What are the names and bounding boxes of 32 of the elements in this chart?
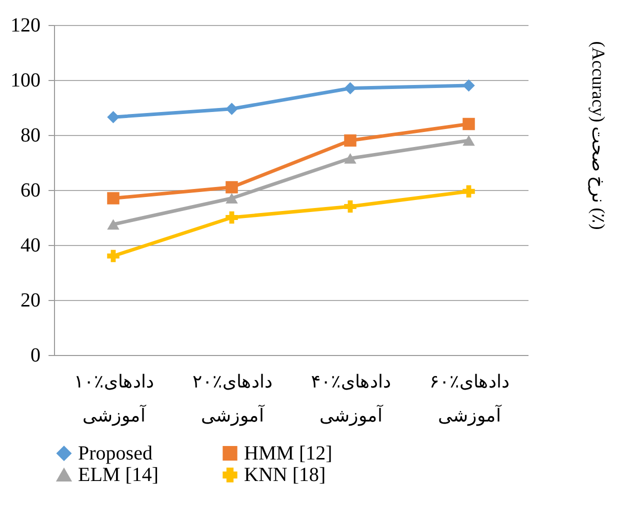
point bbox=[462, 135, 475, 146]
point bbox=[462, 185, 475, 198]
point bbox=[344, 200, 356, 213]
y-tick-label: 40 bbox=[20, 234, 40, 256]
y-tick-label: 120 bbox=[10, 14, 40, 36]
y-tick-label: 20 bbox=[20, 290, 40, 312]
point bbox=[226, 211, 238, 224]
x-tick-label: ۶۰٪دادهای آموزشی bbox=[429, 372, 510, 426]
legend-label: KNN [18] bbox=[244, 464, 326, 486]
point bbox=[107, 250, 120, 262]
x-tick-label: ۲۰٪دادهای آموزشی bbox=[192, 372, 272, 426]
x-tick-label: ۱۰٪دادهای آموزشی bbox=[74, 372, 154, 426]
y-tick-label: 0 bbox=[30, 344, 40, 366]
y-tick-label: 60 bbox=[20, 180, 40, 202]
point bbox=[226, 102, 238, 115]
legend-label: ELM [14] bbox=[78, 464, 159, 486]
point bbox=[462, 118, 475, 130]
x-tick-label: ۴۰٪دادهای آموزشی bbox=[310, 372, 391, 426]
point bbox=[344, 134, 356, 147]
point bbox=[462, 79, 475, 92]
point bbox=[226, 192, 238, 204]
point bbox=[344, 153, 356, 164]
y-tick-label: 100 bbox=[10, 70, 40, 92]
point bbox=[344, 82, 356, 94]
point bbox=[107, 111, 120, 124]
legend-label: HMM [12] bbox=[244, 442, 332, 464]
legend-label: Proposed bbox=[78, 442, 152, 464]
point bbox=[107, 192, 120, 204]
point bbox=[226, 181, 238, 194]
y-axis-title: (Accuracy) نرخ صحت (٪) bbox=[588, 41, 608, 230]
y-tick-label: 80 bbox=[20, 124, 40, 146]
point bbox=[107, 219, 120, 230]
